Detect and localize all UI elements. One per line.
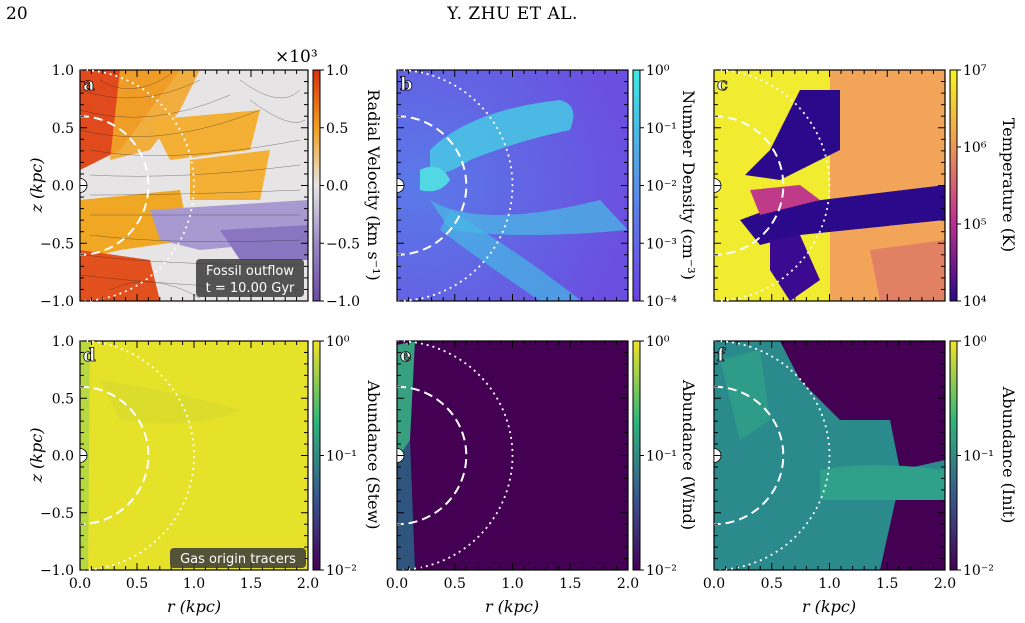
colorbar-tick-label: 10⁰ bbox=[963, 334, 987, 350]
radius-guides bbox=[79, 69, 831, 571]
colorbar bbox=[312, 340, 321, 571]
x-tick-label: 1.5 bbox=[876, 576, 898, 592]
colorbar-tick-label: 10⁴ bbox=[963, 294, 987, 310]
colorbar-label-b: Number Density (cm⁻³) bbox=[679, 90, 698, 280]
colorbar bbox=[949, 69, 958, 302]
x-tick-label: 2.0 bbox=[617, 576, 639, 592]
x-tick-label: 0.5 bbox=[444, 576, 466, 592]
dotted-radius-guide bbox=[79, 69, 195, 302]
panel-letter-b: b bbox=[400, 74, 413, 95]
colorbar-tick-label: 1.0 bbox=[326, 63, 348, 79]
panel-letter-e: e bbox=[400, 345, 411, 366]
colorbar-tick-label: 10⁻¹ bbox=[963, 449, 994, 465]
x-tick-label: 1.0 bbox=[818, 576, 840, 592]
panel-letters: a b c d e f bbox=[83, 74, 729, 367]
dashed-radius-guide bbox=[396, 385, 468, 526]
time-label: t = 10.00 Gyr bbox=[206, 281, 295, 296]
x-tick-label: 2.0 bbox=[297, 576, 319, 592]
dashed-radius-guide bbox=[79, 115, 150, 256]
x-tick-label: 1.5 bbox=[240, 576, 262, 592]
x-tick-label: 2.0 bbox=[934, 576, 956, 592]
colorbar-label-f: Abundance (Init) bbox=[999, 386, 1018, 524]
y-tick-label: −1.0 bbox=[40, 563, 74, 579]
dotted-radius-guide bbox=[396, 69, 514, 302]
colorbar-tick-label: −1.0 bbox=[326, 294, 360, 310]
xlabel-f: r (kpc) bbox=[802, 597, 856, 616]
colorbar-tick-label: 10⁻¹ bbox=[326, 449, 357, 465]
colorbar-tick-label: 10⁻² bbox=[646, 179, 677, 195]
colorbar-tick-label: 10⁰ bbox=[326, 334, 350, 350]
colorbars: 1.0 0.5 0.0 −0.5 −1.0 10⁰ 10⁻¹ 10⁻² 10⁻³ 10⁻⁴ 10⁷ 1… bbox=[312, 63, 994, 579]
fossil-outflow-box: Fossil outflow t = 10.00 Gyr bbox=[196, 259, 304, 297]
x-tick-label: 0.0 bbox=[703, 576, 725, 592]
colorbar-tick-label: 10⁻² bbox=[326, 563, 357, 579]
colorbar bbox=[949, 340, 958, 571]
x-tick-label: 1.0 bbox=[183, 576, 205, 592]
ylabel-top: z (kpc) bbox=[27, 158, 46, 214]
colorbar-tick-label: 0.0 bbox=[326, 179, 348, 195]
x-tick-label: 0.5 bbox=[761, 576, 783, 592]
colorbar-label-e: Abundance (Wind) bbox=[679, 379, 698, 530]
y-tick-label: −0.5 bbox=[40, 506, 74, 522]
colorbar-tick-label: −0.5 bbox=[326, 236, 360, 252]
x-tick-label: 1.0 bbox=[501, 576, 523, 592]
y-tick-label: 0.0 bbox=[52, 449, 74, 465]
y-tick-label: 0.5 bbox=[52, 121, 74, 137]
running-title: Y. ZHU ET AL. bbox=[447, 4, 578, 24]
y-tick-label: −0.5 bbox=[40, 236, 74, 252]
y-tick-label: 1.0 bbox=[52, 63, 74, 79]
colorbar-tick-label: 10⁰ bbox=[646, 63, 670, 79]
colorbar-tick-label: 10⁻² bbox=[646, 563, 677, 579]
y-tick-label: −1.0 bbox=[40, 294, 74, 310]
colorbar-label-c: Temperature (K) bbox=[999, 118, 1018, 252]
colorbar bbox=[632, 69, 641, 302]
colorbar-tick-label: 10⁻² bbox=[963, 563, 994, 579]
colorbar-label-a: Radial Velocity (km s⁻¹) bbox=[364, 89, 383, 281]
panel-e bbox=[397, 341, 628, 570]
y-tick-label: 0.0 bbox=[52, 179, 74, 195]
colorbar bbox=[312, 69, 321, 302]
tracers-box: Gas origin tracers bbox=[170, 548, 306, 568]
colorbar-label-d: Abundance (Stew) bbox=[364, 379, 383, 529]
panel-d bbox=[80, 341, 308, 570]
x-tick-label: 1.5 bbox=[559, 576, 581, 592]
panel-c bbox=[714, 70, 945, 301]
dashed-radius-guide bbox=[713, 115, 785, 256]
x-tick-label: 0.0 bbox=[69, 576, 91, 592]
dashed-radius-guide bbox=[396, 115, 468, 256]
dotted-radius-guide bbox=[713, 69, 831, 302]
xlabel-d: r (kpc) bbox=[167, 597, 221, 616]
panel-letter-a: a bbox=[83, 74, 95, 95]
ylabel-bottom: z (kpc) bbox=[27, 428, 46, 484]
colorbar-tick-label: 10⁻³ bbox=[646, 236, 677, 252]
panel-letter-c: c bbox=[717, 74, 728, 95]
colorbar-tick-label: 10⁻⁴ bbox=[646, 294, 677, 310]
dotted-radius-guide bbox=[396, 340, 514, 571]
dashed-radius-guide bbox=[713, 385, 785, 526]
y-tick-label: 0.5 bbox=[52, 391, 74, 407]
colorbar-tick-label: 10⁵ bbox=[963, 217, 987, 233]
colorbar bbox=[632, 340, 641, 571]
colorbar-tick-label: 10⁰ bbox=[646, 334, 670, 350]
page-number: 20 bbox=[6, 4, 28, 24]
colorbar-tick-label: 10⁻¹ bbox=[646, 121, 677, 137]
x-tick-label: 0.5 bbox=[126, 576, 148, 592]
dashed-radius-guide bbox=[79, 385, 150, 526]
xlabel-e: r (kpc) bbox=[485, 597, 539, 616]
colorbar-multiplier: ×10³ bbox=[275, 47, 318, 67]
tracers-label: Gas origin tracers bbox=[180, 552, 296, 567]
colorbar-tick-label: 0.5 bbox=[326, 121, 348, 137]
colorbar-tick-label: 10⁷ bbox=[963, 63, 987, 79]
colorbar-tick-label: 10⁶ bbox=[963, 140, 987, 156]
colorbar-tick-label: 10⁻¹ bbox=[646, 449, 677, 465]
y-tick-label: 1.0 bbox=[52, 334, 74, 350]
dotted-radius-guide bbox=[713, 340, 831, 571]
panel-letter-f: f bbox=[717, 345, 726, 366]
panel-letter-d: d bbox=[83, 345, 96, 366]
axis-ticks: 1.00.50.0−0.5−1.01.00.50.0−0.5−1.00.0 0.5… bbox=[40, 63, 956, 592]
fossil-outflow-label: Fossil outflow bbox=[206, 264, 294, 279]
x-tick-label: 0.0 bbox=[386, 576, 408, 592]
